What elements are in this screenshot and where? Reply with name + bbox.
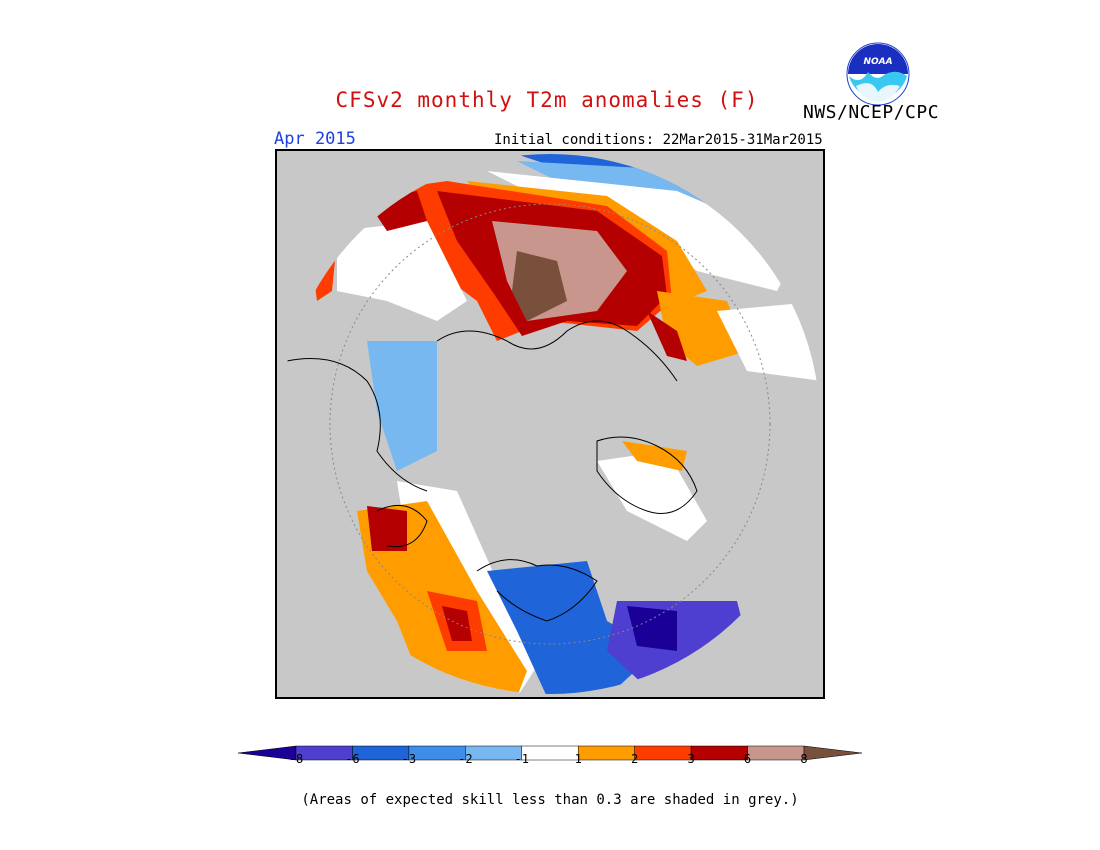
colorbar-swatch: [295, 745, 353, 761]
colorbar-tick-label: -6: [345, 752, 360, 766]
pacific-white: [717, 301, 820, 381]
colorbar-swatch: [465, 745, 523, 761]
colorbar-tick-label: -8: [288, 752, 304, 766]
svg-text:NOAA: NOAA: [863, 57, 892, 67]
skill-footnote: (Areas of expected skill less than 0.3 a…: [301, 792, 799, 808]
hudson-darkblue: [627, 606, 677, 651]
colorbar-swatch: [408, 745, 466, 761]
map-title: CFSv2 monthly T2m anomalies (F): [335, 88, 759, 112]
agency-label: NWS/NCEP/CPC: [803, 102, 940, 123]
colorbar-tick-label: -3: [401, 752, 417, 766]
colorbar-tick-label: 8: [800, 752, 808, 766]
colorbar-swatch: [238, 745, 297, 761]
polar-map: [275, 149, 825, 699]
greenland-orange: [622, 441, 687, 471]
noaa-logo-icon: NOAA: [846, 42, 910, 106]
forecast-month: Apr 2015: [274, 129, 356, 149]
colorbar-tick-label: -1: [514, 752, 529, 766]
canada-blue: [487, 561, 657, 694]
colorbar-swatch: [521, 745, 579, 761]
colorbar-tick-label: 6: [743, 752, 752, 766]
colorbar-swatch: [747, 745, 805, 761]
initial-conditions: Initial conditions: 22Mar2015-31Mar2015: [494, 132, 823, 148]
east-asia-darkred: [647, 311, 687, 361]
colorbar-swatch: [352, 745, 410, 761]
atlantic-lightblue: [367, 341, 437, 471]
europe-white: [337, 221, 467, 321]
colorbar-swatch: [577, 745, 635, 761]
colorbar-tick-label: -2: [458, 752, 473, 766]
alaska-darkred: [367, 506, 407, 551]
colorbar-swatch: [634, 745, 692, 761]
graticule-circle: [329, 203, 771, 645]
colorbar: [238, 745, 862, 761]
colorbar-swatch: [690, 745, 748, 761]
colorbar-tick-label: 1: [574, 752, 582, 766]
eurasia-brown-core: [512, 251, 567, 321]
colorbar-tick-label: 2: [631, 752, 639, 766]
colorbar-tick-label: 3: [687, 752, 695, 766]
coastlines: [286, 320, 698, 622]
colorbar-swatch: [803, 745, 862, 761]
greenland-area-lightblue: [597, 451, 707, 541]
